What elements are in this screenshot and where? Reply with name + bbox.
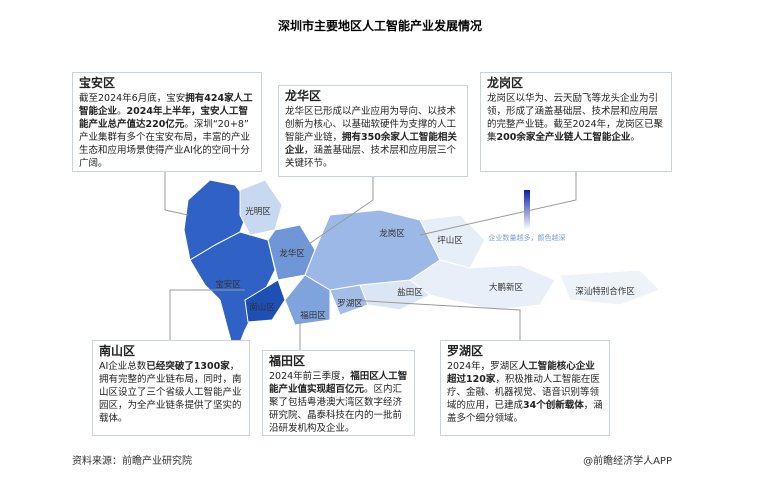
text: 。 bbox=[117, 106, 127, 117]
text: 。区内汇聚了包括粤港澳大湾区数字经济研究院、晶泰科技在内的一批前沿研发机构及企业… bbox=[269, 384, 403, 434]
text: 2024年前三季度， bbox=[269, 371, 351, 382]
brand: @前瞻经济学人APP bbox=[583, 454, 672, 467]
map-label: 龙岗区 bbox=[379, 228, 405, 239]
highlight: 34个创新载体 bbox=[523, 400, 584, 411]
highlight: 拥有350余家人工智能相关企业 bbox=[285, 132, 457, 156]
text: 。深圳“20+8”产业集群有多个在宝安布局，丰富的产业生态和应用场景使得产业AI… bbox=[79, 119, 251, 169]
text: 龙岗区以华为、云天励飞等龙头企业为引领，形成了涵盖基础层、技术层和应用层的完整产… bbox=[487, 93, 664, 143]
pingshan-shape bbox=[419, 214, 486, 269]
legend-label: 企业数量越多，颜色越深 bbox=[489, 233, 566, 242]
map-label: 坪山区 bbox=[437, 235, 463, 246]
text: 龙华区已形成以产业应用为导向、以技术创新为核心、以基础软硬件为支撑的人工智能产业… bbox=[285, 106, 457, 143]
map-label: 光明区 bbox=[245, 206, 271, 217]
district-name: 南山区 bbox=[99, 344, 136, 358]
district-text: 龙岗区以华为、云天励飞等龙头企业为引领，形成了涵盖基础层、技术层和应用层的完整产… bbox=[487, 92, 665, 144]
shenshan-shape bbox=[559, 269, 661, 306]
map-label: 福田区 bbox=[300, 310, 326, 321]
text: AI企业总数 bbox=[99, 361, 147, 372]
legend-bar bbox=[524, 190, 530, 230]
highlight: 人工智能核心企业超过120家 bbox=[447, 361, 595, 385]
highlight: 200余家全产业链人工智能企业 bbox=[496, 132, 631, 143]
highlight: 拥有424家人工智能企业 bbox=[79, 93, 253, 117]
highlight: 已经突破了1300家 bbox=[146, 361, 230, 372]
district-panel: 龙岗区龙岗区以华为、云天励飞等龙头企业为引领，形成了涵盖基础层、技术层和应用层的… bbox=[480, 72, 672, 172]
highlight: 2024年上半年，宝安人工智能产业总产值达220亿元 bbox=[79, 106, 248, 130]
text: 。 bbox=[630, 132, 640, 143]
connector bbox=[164, 172, 189, 216]
district-text: 2024年，罗湖区人工智能核心企业超过120家，积极推动人工智能在医疗、金融、机… bbox=[447, 360, 603, 425]
district-text: 截至2024年6月底，宝安拥有424家人工智能企业。2024年上半年，宝安人工智… bbox=[79, 92, 255, 170]
district-panel: 罗湖区 2024年，罗湖区人工智能核心企业超过120家，积极推动人工智能在医疗、金… bbox=[440, 340, 610, 436]
title: 深圳市主要地区人工智能产业发展情况 bbox=[278, 18, 482, 33]
map-label: 深汕特别合作区 bbox=[575, 286, 635, 297]
map-label: 盐田区 bbox=[397, 287, 423, 298]
district-panel: 福田区 2024年前三季度，福田区人工智能产业值实现超百亿元。区内汇聚了包括粤港澳… bbox=[262, 350, 415, 436]
connector bbox=[299, 175, 374, 251]
map-label: 大鹏新区 bbox=[489, 282, 524, 293]
map-label: 宝安区 bbox=[215, 279, 241, 290]
text: 截至2024年6月底，宝安 bbox=[79, 93, 186, 104]
connector bbox=[349, 299, 521, 340]
map-label: 南山区 bbox=[249, 302, 275, 313]
district-text: 2024年前三季度，福田区人工智能产业值实现超百亿元。区内汇聚了包括粤港澳大湾区… bbox=[269, 370, 408, 435]
text: ，积极推动人工智能在医疗、金融、机器视觉、语音识别等领域的应用，已建成 bbox=[447, 374, 600, 411]
text: ，涵盖多个细分领域。 bbox=[447, 400, 603, 424]
map-label: 龙华区 bbox=[279, 248, 305, 259]
district-name: 龙华区 bbox=[285, 89, 322, 103]
highlight: 福田区人工智能产业值实现超百亿元 bbox=[269, 371, 408, 395]
connector bbox=[169, 289, 245, 340]
text: ，拥有完整的产业链布局，同时，南山区设立了三个省级人工智能产业园区，为全产业链条… bbox=[99, 361, 242, 424]
text: ，涵盖基础层、技术层和应用层三个关键环节。 bbox=[285, 145, 457, 169]
district-text: AI企业总数已经突破了1300家，拥有完整的产业链布局，同时，南山区设立了三个省… bbox=[99, 360, 243, 425]
district-name: 龙岗区 bbox=[487, 76, 524, 90]
dapeng-shape bbox=[409, 259, 556, 311]
nanshan-shape bbox=[244, 279, 286, 323]
district-panel: 宝安区截至2024年6月底，宝安拥有424家人工智能企业。2024年上半年，宝安… bbox=[72, 72, 262, 172]
district-panel: 龙华区龙华区已形成以产业应用为导向、以技术创新为核心、以基础软硬件为支撑的人工智… bbox=[278, 85, 468, 177]
district-name: 福田区 bbox=[269, 354, 306, 368]
district-text: 龙华区已形成以产业应用为导向、以技术创新为核心、以基础软硬件为支撑的人工智能产业… bbox=[285, 105, 461, 170]
source: 资料来源：前瞻产业研究院 bbox=[72, 454, 192, 467]
district-name: 罗湖区 bbox=[447, 344, 484, 358]
district-name: 宝安区 bbox=[79, 76, 116, 90]
district-panel: 南山区 AI企业总数已经突破了1300家，拥有完整的产业链布局，同时，南山区设立了… bbox=[92, 340, 250, 436]
futian-shape bbox=[284, 274, 331, 326]
map-label: 罗湖区 bbox=[337, 299, 363, 309]
connector bbox=[419, 172, 577, 236]
text: 2024年，罗湖区 bbox=[447, 361, 519, 372]
